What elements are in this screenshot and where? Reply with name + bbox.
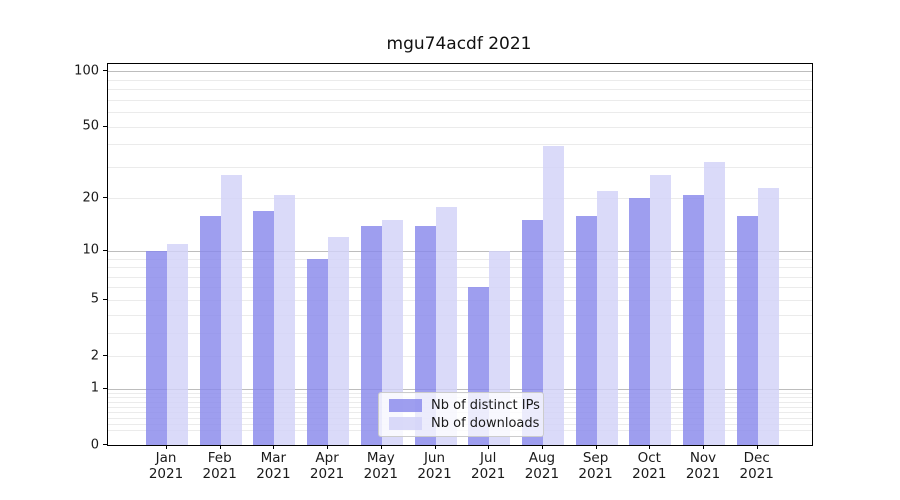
bar-distinct-ips bbox=[575, 215, 597, 445]
bar-downloads bbox=[650, 175, 672, 445]
x-tick-mark bbox=[541, 445, 543, 449]
x-tick-label: Jul 2021 bbox=[471, 450, 506, 482]
x-tick-label: May 2021 bbox=[363, 450, 398, 482]
x-tick-label: Jan 2021 bbox=[148, 450, 184, 482]
gridline-major bbox=[108, 388, 812, 390]
legend-swatch-distinct-ips bbox=[389, 398, 422, 412]
y-tick-label: 10 bbox=[82, 242, 99, 258]
gridline-minor bbox=[108, 356, 812, 358]
bar-distinct-ips bbox=[253, 210, 275, 445]
bar-distinct-ips bbox=[307, 258, 329, 445]
y-tick-mark bbox=[103, 197, 107, 199]
legend-item-downloads: Nb of downloads bbox=[379, 416, 543, 431]
bar-downloads bbox=[435, 206, 457, 445]
gridline-minor bbox=[108, 287, 812, 289]
y-tick-label: 2 bbox=[90, 348, 99, 364]
legend: Nb of distinct IPs Nb of downloads bbox=[378, 392, 544, 437]
bar-distinct-ips bbox=[629, 198, 651, 445]
bar-downloads bbox=[596, 191, 618, 445]
x-tick-mark bbox=[649, 445, 651, 449]
gridline-major bbox=[108, 250, 812, 252]
gridline-minor bbox=[108, 314, 812, 316]
x-tick-mark bbox=[595, 445, 597, 449]
x-tick-label: Jun 2021 bbox=[417, 450, 452, 482]
x-tick-label: Mar 2021 bbox=[256, 450, 291, 482]
gridline-minor bbox=[108, 267, 812, 269]
bar-downloads bbox=[220, 175, 242, 445]
x-tick-label: Aug 2021 bbox=[524, 450, 560, 482]
gridline-minor bbox=[108, 79, 812, 81]
y-tick-mark bbox=[103, 249, 107, 251]
gridline-minor bbox=[108, 332, 812, 334]
gridline-minor bbox=[108, 99, 812, 101]
y-tick-mark bbox=[103, 125, 107, 127]
y-tick-label: 0 bbox=[90, 437, 99, 452]
bar-downloads bbox=[167, 243, 188, 445]
x-tick-mark bbox=[219, 445, 221, 449]
gridline-minor bbox=[108, 276, 812, 278]
x-tick-label: Oct 2021 bbox=[632, 450, 667, 482]
y-tick-mark bbox=[103, 387, 107, 389]
plot-area bbox=[107, 63, 813, 446]
bar-downloads bbox=[757, 187, 779, 445]
bar-downloads bbox=[542, 146, 564, 445]
y-tick-label: 1 bbox=[90, 380, 99, 396]
x-tick-label: Feb 2021 bbox=[202, 450, 237, 482]
y-tick-label: 5 bbox=[90, 291, 99, 307]
x-tick-label: Sep 2021 bbox=[578, 450, 613, 482]
bar-distinct-ips bbox=[521, 220, 543, 445]
x-tick-mark bbox=[380, 445, 382, 449]
y-tick-label: 20 bbox=[82, 190, 99, 206]
gridline-minor bbox=[108, 89, 812, 91]
legend-item-distinct-ips: Nb of distinct IPs bbox=[379, 398, 543, 413]
gridline-minor bbox=[108, 198, 812, 200]
x-tick-label: Apr 2021 bbox=[309, 450, 345, 482]
gridline-minor bbox=[108, 144, 812, 146]
x-tick-mark bbox=[273, 445, 275, 449]
bar-distinct-ips bbox=[736, 215, 758, 445]
x-tick-label: Dec 2021 bbox=[739, 450, 774, 482]
x-tick-mark bbox=[166, 445, 167, 449]
gridline-minor bbox=[108, 112, 812, 114]
bar-downloads bbox=[381, 220, 403, 445]
gridline-major bbox=[108, 71, 812, 73]
bar-distinct-ips bbox=[146, 250, 167, 445]
x-tick-mark bbox=[488, 445, 490, 449]
bar-downloads bbox=[328, 237, 350, 445]
x-tick-mark bbox=[756, 445, 758, 449]
chart-title: mgu74acdf 2021 bbox=[386, 34, 532, 54]
y-tick-mark bbox=[103, 70, 107, 72]
x-tick-label: Nov 2021 bbox=[685, 450, 721, 482]
y-tick-mark bbox=[103, 444, 107, 445]
bar-distinct-ips bbox=[199, 215, 221, 445]
legend-swatch-downloads bbox=[389, 417, 422, 431]
y-tick-mark bbox=[103, 298, 107, 300]
legend-label-distinct-ips: Nb of distinct IPs bbox=[431, 397, 540, 413]
x-tick-mark bbox=[327, 445, 329, 449]
bar-distinct-ips bbox=[683, 194, 704, 445]
y-tick-label: 100 bbox=[74, 63, 99, 79]
gridline-minor bbox=[108, 299, 812, 301]
bar-downloads bbox=[274, 194, 296, 445]
x-tick-mark bbox=[434, 445, 436, 449]
legend-label-downloads: Nb of downloads bbox=[431, 416, 540, 432]
bar-downloads bbox=[704, 161, 725, 445]
gridline-minor bbox=[108, 258, 812, 260]
y-tick-mark bbox=[103, 355, 107, 357]
gridline-minor bbox=[108, 126, 812, 128]
y-tick-label: 50 bbox=[82, 118, 99, 134]
bar-distinct-ips bbox=[360, 225, 382, 445]
x-tick-mark bbox=[703, 445, 704, 449]
gridline-minor bbox=[108, 166, 812, 168]
bar-distinct-ips bbox=[414, 225, 436, 445]
